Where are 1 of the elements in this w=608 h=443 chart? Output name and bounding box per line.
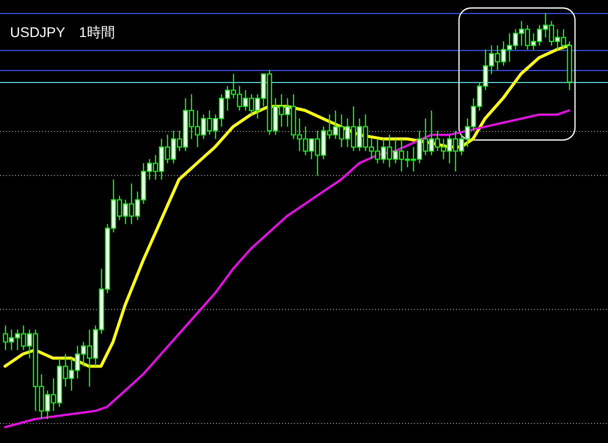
text: USDJPY 1時間 [10, 24, 115, 40]
